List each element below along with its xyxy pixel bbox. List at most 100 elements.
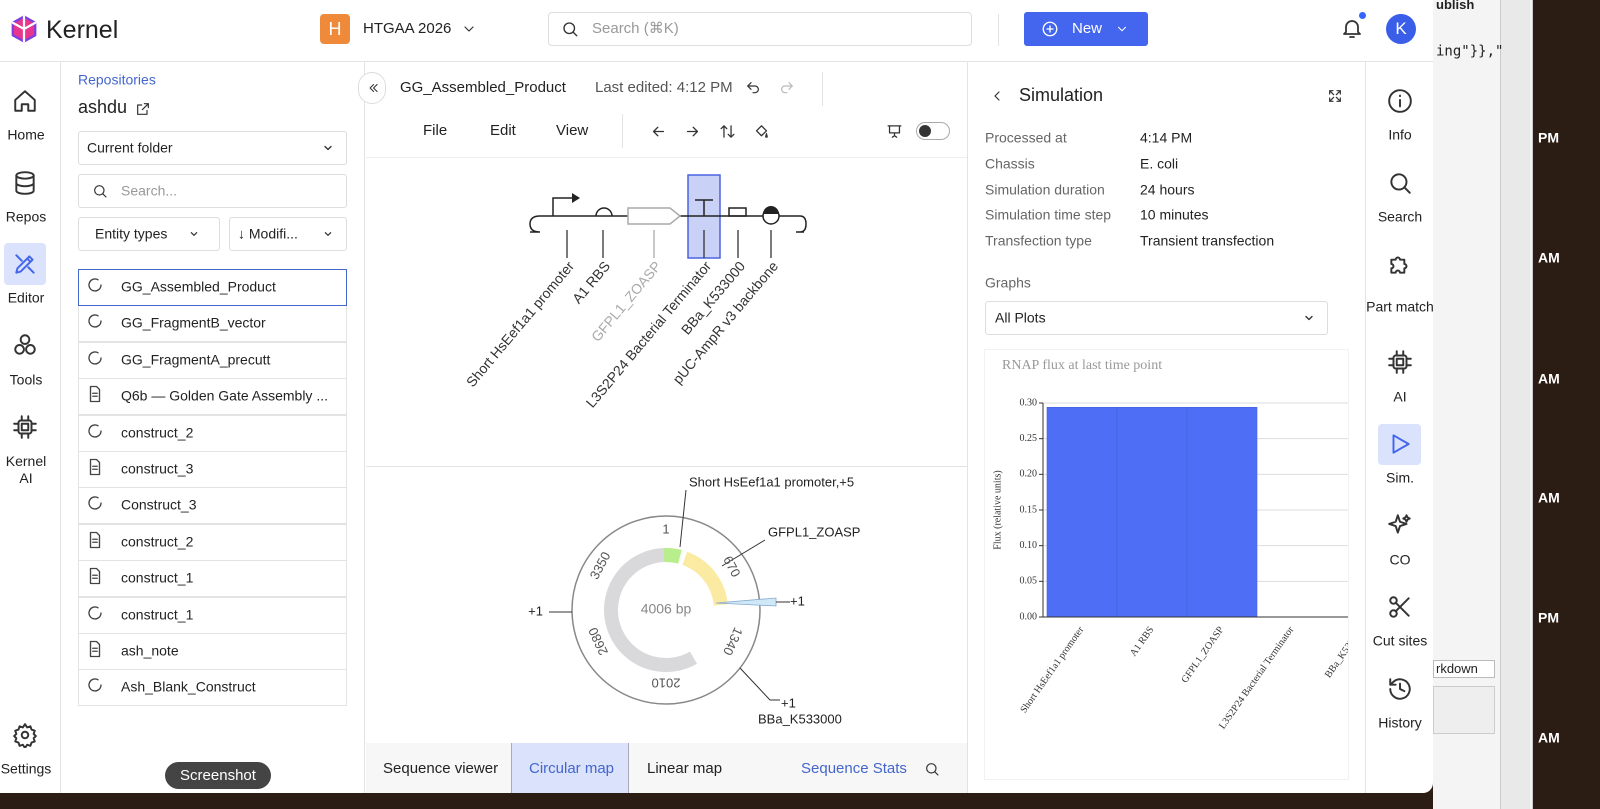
icon-part <box>324 145 332 151</box>
nav-label[interactable]: Repos <box>5 208 47 225</box>
list-item[interactable] <box>78 596 347 634</box>
filter-type[interactable] <box>78 217 220 251</box>
avatar[interactable]: K <box>1386 14 1416 44</box>
item-name[interactable]: Ash_Blank_Construct <box>121 678 256 695</box>
icon-part <box>20 730 30 740</box>
icon-part <box>1389 609 1398 618</box>
icon-part <box>1392 354 1408 370</box>
list-item[interactable] <box>78 633 347 670</box>
nav-active <box>4 243 46 285</box>
background-time: PM <box>1538 129 1559 146</box>
icon-part <box>324 232 332 236</box>
item-name[interactable]: GG_Assembled_Product <box>121 278 276 295</box>
item-icon <box>88 278 102 292</box>
list-item[interactable] <box>78 414 347 452</box>
sidebar-search[interactable] <box>78 174 347 208</box>
icon-part <box>94 185 105 196</box>
rightbar-label[interactable]: History <box>1378 714 1422 731</box>
rightbar-label[interactable]: Cut sites <box>1372 632 1428 649</box>
graphs-select[interactable] <box>985 301 1328 335</box>
field-label: Simulation duration <box>985 181 1105 198</box>
nav-label[interactable]: Tools <box>9 371 43 388</box>
item-icon <box>89 568 101 585</box>
brand: Kernel <box>46 16 119 44</box>
last-edited: Last edited: 4:12 PM <box>595 79 733 96</box>
rightbar-label[interactable]: Sim. <box>1386 469 1414 486</box>
icon-part <box>15 254 35 274</box>
icon-part <box>1388 514 1411 534</box>
tab[interactable]: Sequence viewer <box>383 760 499 777</box>
divider <box>822 72 823 106</box>
toggle[interactable] <box>916 122 950 140</box>
icon-part <box>25 344 36 355</box>
rightbar-label[interactable]: Part match <box>1366 298 1434 315</box>
list-item[interactable] <box>78 669 347 707</box>
list-item[interactable] <box>78 487 347 525</box>
rightbar-label[interactable]: CO <box>1389 551 1411 568</box>
field-value: 10 minutes <box>1140 206 1209 223</box>
tab[interactable]: Circular map <box>529 760 615 777</box>
search-icon <box>94 185 107 198</box>
nav-label[interactable]: Home <box>7 126 45 143</box>
field-label: Transfection type <box>985 232 1092 249</box>
item-icon <box>88 605 102 620</box>
icon-part <box>137 103 149 115</box>
search-box[interactable] <box>548 12 972 46</box>
menu-item[interactable]: File <box>423 122 448 139</box>
new-button[interactable] <box>1024 12 1148 46</box>
background-edge <box>1500 0 1530 809</box>
nav-icon <box>13 723 37 748</box>
divider <box>967 62 968 793</box>
item-name[interactable]: Q6b — Golden Gate Assembly ... <box>121 387 328 404</box>
icon-part <box>89 386 101 403</box>
rightbar-label[interactable]: Search <box>1377 208 1423 225</box>
item-icon <box>89 458 101 476</box>
tab[interactable]: Linear map <box>647 760 723 777</box>
stats-link[interactable]: Sequence Stats <box>801 760 907 777</box>
item-name[interactable]: construct_1 <box>121 606 194 623</box>
rightbar-icon <box>1390 173 1411 194</box>
menu-item[interactable]: Edit <box>490 122 516 139</box>
list-item[interactable] <box>78 451 347 488</box>
item-name[interactable]: construct_2 <box>121 533 194 550</box>
nav-label[interactable]: Editor <box>7 289 45 306</box>
rightbar-icon <box>1388 89 1412 113</box>
item-name[interactable]: construct_2 <box>121 424 194 441</box>
nav-label[interactable]: Kernel AI <box>5 453 47 486</box>
rightbar-icon <box>1390 256 1408 274</box>
item-name[interactable]: GG_FragmentA_precutt <box>121 351 271 368</box>
list-item[interactable] <box>78 523 347 561</box>
item-name[interactable]: GG_FragmentB_vector <box>121 314 266 331</box>
icon-part <box>563 22 576 35</box>
icon-part <box>1046 25 1054 33</box>
list-item[interactable] <box>78 269 347 306</box>
filter-sort[interactable] <box>229 217 347 251</box>
item-name[interactable]: construct_1 <box>121 569 194 586</box>
folder-select[interactable] <box>78 131 347 165</box>
list-item[interactable] <box>78 560 347 598</box>
bell <box>1343 20 1361 38</box>
new-label: New <box>1072 20 1103 37</box>
rightbar-icon <box>1389 596 1410 618</box>
workspace-name[interactable]: HTGAA 2026 <box>363 20 452 37</box>
menu-item[interactable]: View <box>556 122 589 139</box>
rightbar-label[interactable]: Info <box>1388 126 1412 143</box>
collapse-button[interactable] <box>358 72 386 104</box>
icon-part <box>781 82 793 94</box>
tab-bar <box>366 743 967 793</box>
filter-label: Entity types <box>95 225 168 242</box>
back <box>994 91 1000 101</box>
nav-icon <box>13 415 37 439</box>
nav-label[interactable]: Settings <box>0 760 52 777</box>
item-name[interactable]: construct_3 <box>121 460 194 477</box>
icon-part <box>88 423 102 438</box>
icon-part <box>926 763 937 774</box>
item-name[interactable]: Construct_3 <box>121 496 197 513</box>
rightbar-label[interactable]: AI <box>1393 388 1407 405</box>
icon-part <box>88 314 102 328</box>
logo <box>11 15 37 43</box>
item-name[interactable]: ash_note <box>121 642 179 659</box>
tab-active <box>511 743 629 793</box>
toolbar-icon <box>755 124 768 138</box>
breadcrumb[interactable]: Repositories <box>78 71 156 88</box>
